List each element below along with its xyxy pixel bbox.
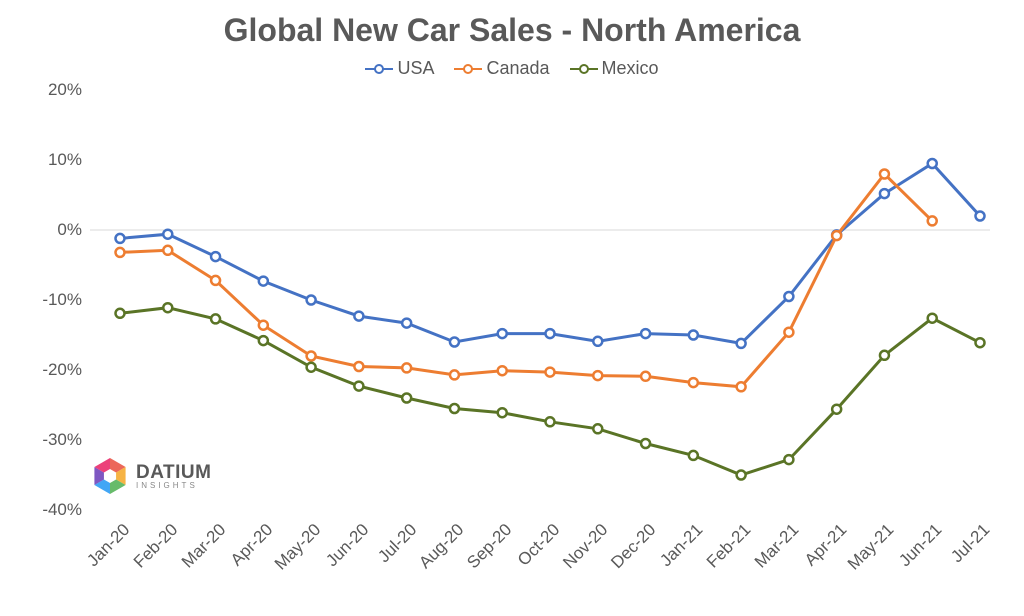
series-marker-usa bbox=[784, 292, 793, 301]
series-marker-mexico bbox=[402, 394, 411, 403]
x-axis-label: Apr-21 bbox=[801, 520, 851, 570]
y-axis-label: -30% bbox=[22, 430, 82, 450]
x-axis-label: Jun-20 bbox=[322, 520, 373, 571]
series-marker-usa bbox=[163, 230, 172, 239]
series-marker-usa bbox=[307, 296, 316, 305]
series-marker-mexico bbox=[307, 363, 316, 372]
series-marker-mexico bbox=[641, 439, 650, 448]
x-axis-label: Oct-20 bbox=[514, 520, 564, 570]
series-marker-usa bbox=[402, 319, 411, 328]
x-axis-label: Jul-20 bbox=[374, 520, 421, 567]
legend-label: USA bbox=[397, 58, 434, 79]
series-marker-usa bbox=[880, 189, 889, 198]
series-marker-canada bbox=[784, 328, 793, 337]
x-axis-label: Apr-20 bbox=[227, 520, 277, 570]
series-marker-canada bbox=[689, 378, 698, 387]
series-marker-usa bbox=[498, 329, 507, 338]
series-marker-mexico bbox=[450, 404, 459, 413]
series-marker-mexico bbox=[116, 309, 125, 318]
chart-legend: USA Canada Mexico bbox=[0, 58, 1024, 81]
x-axis-label: Jun-21 bbox=[895, 520, 946, 571]
series-marker-mexico bbox=[354, 382, 363, 391]
series-marker-mexico bbox=[689, 451, 698, 460]
x-axis-label: Nov-20 bbox=[559, 520, 612, 573]
series-marker-canada bbox=[402, 363, 411, 372]
series-marker-canada bbox=[307, 352, 316, 361]
x-axis-label: Mar-20 bbox=[177, 520, 229, 572]
x-axis-label: Jan-21 bbox=[657, 520, 708, 571]
series-marker-mexico bbox=[784, 455, 793, 464]
series-marker-usa bbox=[928, 159, 937, 168]
series-marker-mexico bbox=[832, 405, 841, 414]
y-axis-label: 20% bbox=[22, 80, 82, 100]
chart-title: Global New Car Sales - North America bbox=[0, 12, 1024, 49]
legend-item-mexico: Mexico bbox=[570, 58, 659, 79]
series-marker-mexico bbox=[737, 471, 746, 480]
y-axis-label: -20% bbox=[22, 360, 82, 380]
chart-container: Global New Car Sales - North America USA… bbox=[0, 0, 1024, 616]
series-marker-mexico bbox=[259, 336, 268, 345]
series-marker-mexico bbox=[928, 314, 937, 323]
series-marker-usa bbox=[450, 338, 459, 347]
series-line-usa bbox=[120, 164, 980, 344]
series-marker-usa bbox=[546, 329, 555, 338]
series-marker-canada bbox=[116, 248, 125, 257]
y-axis-label: -10% bbox=[22, 290, 82, 310]
chart-svg bbox=[90, 90, 990, 510]
series-line-canada bbox=[120, 174, 932, 387]
series-marker-mexico bbox=[546, 417, 555, 426]
y-axis-label: 0% bbox=[22, 220, 82, 240]
series-marker-mexico bbox=[976, 338, 985, 347]
series-marker-usa bbox=[641, 329, 650, 338]
series-marker-canada bbox=[928, 216, 937, 225]
series-marker-usa bbox=[976, 212, 985, 221]
x-axis-label: May-21 bbox=[844, 520, 898, 574]
series-marker-canada bbox=[498, 366, 507, 375]
y-axis-label: -40% bbox=[22, 500, 82, 520]
x-axis-label: Aug-20 bbox=[416, 520, 469, 573]
x-axis-label: Mar-21 bbox=[751, 520, 803, 572]
x-axis-label: Feb-21 bbox=[703, 520, 755, 572]
x-axis-label: Jan-20 bbox=[83, 520, 134, 571]
series-marker-canada bbox=[259, 321, 268, 330]
legend-label: Mexico bbox=[602, 58, 659, 79]
logo-main: DATIUM bbox=[136, 463, 211, 482]
logo-icon bbox=[90, 456, 130, 496]
series-marker-mexico bbox=[880, 351, 889, 360]
series-marker-canada bbox=[163, 246, 172, 255]
series-marker-usa bbox=[689, 331, 698, 340]
x-axis-label: Jul-21 bbox=[947, 520, 994, 567]
series-marker-usa bbox=[354, 312, 363, 321]
series-marker-mexico bbox=[593, 424, 602, 433]
series-marker-mexico bbox=[498, 408, 507, 417]
series-marker-canada bbox=[354, 362, 363, 371]
y-axis-label: 10% bbox=[22, 150, 82, 170]
logo-sub: INSIGHTS bbox=[136, 482, 211, 490]
series-marker-mexico bbox=[163, 303, 172, 312]
logo-text: DATIUM INSIGHTS bbox=[136, 463, 211, 490]
x-axis-label: Dec-20 bbox=[607, 520, 660, 573]
legend-item-usa: USA bbox=[365, 58, 434, 79]
x-axis-label: May-20 bbox=[271, 520, 325, 574]
series-marker-usa bbox=[211, 252, 220, 261]
series-marker-canada bbox=[546, 368, 555, 377]
series-marker-canada bbox=[450, 370, 459, 379]
plot-area: -40%-30%-20%-10%0%10%20%Jan-20Feb-20Mar-… bbox=[90, 90, 990, 510]
series-marker-usa bbox=[593, 337, 602, 346]
brand-logo: DATIUM INSIGHTS bbox=[90, 456, 211, 496]
series-marker-canada bbox=[211, 276, 220, 285]
series-marker-canada bbox=[641, 372, 650, 381]
legend-item-canada: Canada bbox=[454, 58, 549, 79]
series-marker-usa bbox=[116, 234, 125, 243]
series-marker-usa bbox=[259, 277, 268, 286]
series-marker-mexico bbox=[211, 314, 220, 323]
series-marker-canada bbox=[593, 371, 602, 380]
series-marker-usa bbox=[737, 339, 746, 348]
series-marker-canada bbox=[832, 231, 841, 240]
x-axis-label: Sep-20 bbox=[463, 520, 516, 573]
legend-label: Canada bbox=[486, 58, 549, 79]
series-marker-canada bbox=[737, 382, 746, 391]
series-marker-canada bbox=[880, 170, 889, 179]
x-axis-label: Feb-20 bbox=[130, 520, 182, 572]
